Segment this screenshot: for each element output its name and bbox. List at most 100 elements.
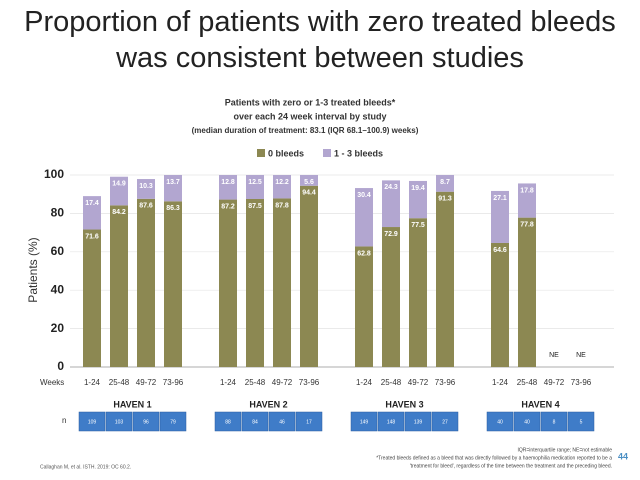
n-value: 96	[143, 419, 149, 425]
slide-title: Proportion of patients with zero treated…	[24, 6, 616, 74]
n-value: 40	[524, 419, 530, 425]
n-value: 5	[580, 419, 583, 425]
x-tick-label: 49-72	[408, 378, 429, 387]
value-label: 91.3	[438, 196, 452, 203]
value-label: NE	[576, 352, 586, 359]
bar-segment	[83, 229, 101, 367]
n-box	[295, 411, 323, 432]
bar-segment	[409, 180, 427, 219]
value-label: 5.6	[304, 179, 314, 186]
value-label: 62.8	[357, 250, 371, 257]
bar-segment	[436, 175, 454, 192]
y-tick-label: 0	[57, 359, 64, 373]
value-label: 12.5	[248, 179, 262, 186]
bar-segment	[83, 196, 101, 230]
value-label: 84.2	[112, 209, 126, 216]
value-label: 87.2	[221, 203, 235, 210]
n-value: 148	[387, 419, 396, 425]
bar-segment	[355, 188, 373, 247]
bar-segment	[491, 242, 509, 367]
bar-segment	[137, 198, 155, 367]
legend-label: 1 - 3 bleeds	[334, 148, 383, 158]
bar-segment	[246, 175, 264, 199]
y-tick-label: 20	[51, 321, 65, 335]
group-label: HAVEN 2	[249, 399, 287, 409]
bar-segment	[137, 179, 155, 199]
bar-segment	[436, 191, 454, 367]
value-label: 12.8	[221, 179, 235, 186]
value-label: NE	[549, 352, 559, 359]
n-box	[159, 411, 187, 432]
bar-segment	[273, 175, 291, 199]
n-value: 46	[279, 419, 285, 425]
value-label: 10.3	[139, 183, 153, 190]
x-tick-label: 1-24	[356, 378, 373, 387]
x-tick-label: 25-48	[517, 378, 538, 387]
n-box	[214, 411, 242, 432]
bar-segment	[355, 246, 373, 367]
x-tick-label: 49-72	[272, 378, 293, 387]
value-label: 14.9	[112, 181, 126, 188]
footnote: *Treated bleeds defined as a bleed that …	[376, 455, 612, 461]
group-label: HAVEN 3	[385, 399, 423, 409]
bar-segment	[273, 198, 291, 367]
bar-segment	[110, 176, 128, 206]
x-tick-label: 73-96	[163, 378, 184, 387]
value-label: 87.8	[275, 202, 289, 209]
footnote: IQR=interquartile range; NE=not estimabl…	[518, 447, 613, 453]
footnote: 'treatment for bleed', regardless of the…	[410, 463, 612, 469]
legend-swatch	[323, 149, 331, 157]
value-label: 94.4	[302, 190, 316, 197]
value-label: 8.7	[440, 179, 450, 186]
n-value: 149	[360, 419, 369, 425]
x-tick-label: 25-48	[109, 378, 130, 387]
n-value: 27	[442, 419, 448, 425]
bar-segment	[164, 201, 182, 367]
bar-segment	[382, 180, 400, 228]
value-label: 71.6	[85, 233, 99, 240]
bar-segment	[110, 205, 128, 367]
value-label: 27.1	[493, 195, 507, 202]
x-tick-label: 73-96	[571, 378, 592, 387]
n-box	[540, 411, 568, 432]
n-box	[78, 411, 106, 432]
value-label: 87.5	[248, 203, 262, 210]
bar-segment	[409, 218, 427, 367]
value-label: 72.9	[384, 231, 398, 238]
x-tick-label: 49-72	[136, 378, 157, 387]
bar-segment	[246, 199, 264, 367]
y-tick-label: 40	[51, 282, 65, 296]
n-box	[404, 411, 432, 432]
x-axis-label: Weeks	[40, 378, 64, 387]
bar-segment	[518, 217, 536, 367]
bar-segment	[491, 190, 509, 243]
legend-label: 0 bleeds	[268, 148, 304, 158]
n-box	[350, 411, 378, 432]
n-value: 88	[225, 419, 231, 425]
bar-segment	[219, 199, 237, 367]
n-box	[105, 411, 133, 432]
value-label: 12.2	[275, 179, 289, 186]
y-tick-label: 60	[51, 244, 65, 258]
n-label: n	[62, 416, 66, 425]
legend-swatch	[257, 149, 265, 157]
value-label: 17.4	[85, 200, 99, 207]
x-tick-label: 25-48	[245, 378, 266, 387]
n-box	[513, 411, 541, 432]
n-value: 17	[306, 419, 312, 425]
value-label: 17.8	[520, 187, 534, 194]
value-label: 77.8	[520, 221, 534, 228]
x-tick-label: 73-96	[299, 378, 320, 387]
n-value: 79	[170, 419, 176, 425]
chart-subtitle: Patients with zero or 1-3 treated bleeds…	[225, 97, 396, 107]
page-number: 44	[618, 451, 628, 461]
chart-subtitle: (median duration of treatment: 83.1 (IQR…	[192, 126, 419, 135]
n-box	[132, 411, 160, 432]
n-value: 8	[553, 419, 556, 425]
y-tick-label: 80	[51, 206, 65, 220]
n-box	[431, 411, 459, 432]
x-tick-label: 1-24	[492, 378, 509, 387]
x-tick-label: 1-24	[84, 378, 101, 387]
